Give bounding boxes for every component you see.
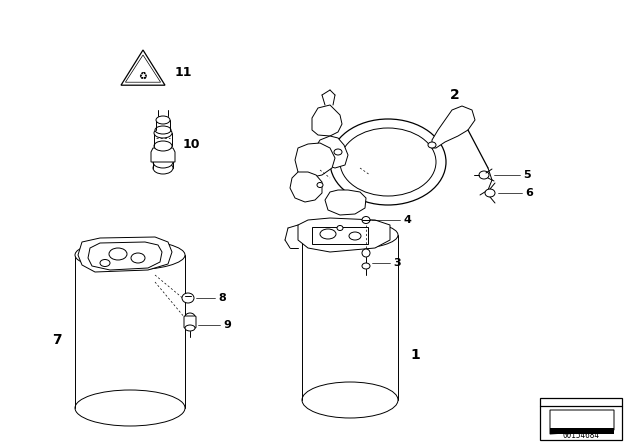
Ellipse shape — [185, 325, 195, 331]
Text: 11: 11 — [175, 65, 193, 78]
Ellipse shape — [362, 249, 370, 257]
Polygon shape — [298, 218, 390, 252]
Text: 7: 7 — [52, 333, 61, 347]
Polygon shape — [550, 428, 614, 434]
Ellipse shape — [100, 259, 110, 267]
Ellipse shape — [317, 182, 323, 188]
Ellipse shape — [428, 142, 436, 148]
FancyBboxPatch shape — [184, 316, 196, 328]
Ellipse shape — [185, 313, 195, 321]
Ellipse shape — [155, 126, 171, 134]
Ellipse shape — [362, 216, 370, 224]
Text: 5: 5 — [523, 170, 531, 180]
Text: 00154684: 00154684 — [563, 431, 600, 439]
Ellipse shape — [349, 232, 361, 240]
Polygon shape — [125, 55, 161, 82]
Ellipse shape — [75, 390, 185, 426]
Polygon shape — [432, 106, 475, 148]
Polygon shape — [315, 136, 348, 168]
Text: 4: 4 — [403, 215, 411, 225]
Text: 2: 2 — [450, 88, 460, 102]
Text: 3: 3 — [393, 258, 401, 268]
Ellipse shape — [337, 225, 343, 231]
Ellipse shape — [154, 128, 172, 138]
Text: 1: 1 — [410, 348, 420, 362]
Polygon shape — [121, 50, 165, 85]
Ellipse shape — [156, 116, 170, 124]
Ellipse shape — [340, 128, 436, 196]
Ellipse shape — [302, 382, 398, 418]
Ellipse shape — [334, 149, 342, 155]
Ellipse shape — [479, 171, 489, 179]
Ellipse shape — [154, 141, 172, 151]
Ellipse shape — [75, 240, 185, 270]
Ellipse shape — [320, 229, 336, 239]
Ellipse shape — [330, 119, 446, 205]
Polygon shape — [290, 172, 322, 202]
Text: ♻: ♻ — [139, 71, 147, 81]
Bar — [540, 398, 622, 440]
Polygon shape — [78, 237, 172, 272]
Ellipse shape — [485, 189, 495, 197]
Ellipse shape — [153, 156, 173, 168]
Text: 9: 9 — [223, 320, 231, 330]
Ellipse shape — [109, 248, 127, 260]
Polygon shape — [88, 242, 162, 270]
Polygon shape — [312, 227, 368, 244]
Ellipse shape — [131, 253, 145, 263]
Polygon shape — [550, 410, 614, 434]
Text: 8: 8 — [218, 293, 226, 303]
Text: 10: 10 — [183, 138, 200, 151]
Polygon shape — [325, 190, 366, 215]
Ellipse shape — [153, 162, 173, 174]
Polygon shape — [312, 105, 342, 136]
Ellipse shape — [182, 293, 194, 303]
Ellipse shape — [362, 263, 370, 269]
Ellipse shape — [302, 221, 398, 249]
Text: 6: 6 — [525, 188, 533, 198]
Polygon shape — [295, 143, 335, 178]
Polygon shape — [151, 148, 175, 162]
